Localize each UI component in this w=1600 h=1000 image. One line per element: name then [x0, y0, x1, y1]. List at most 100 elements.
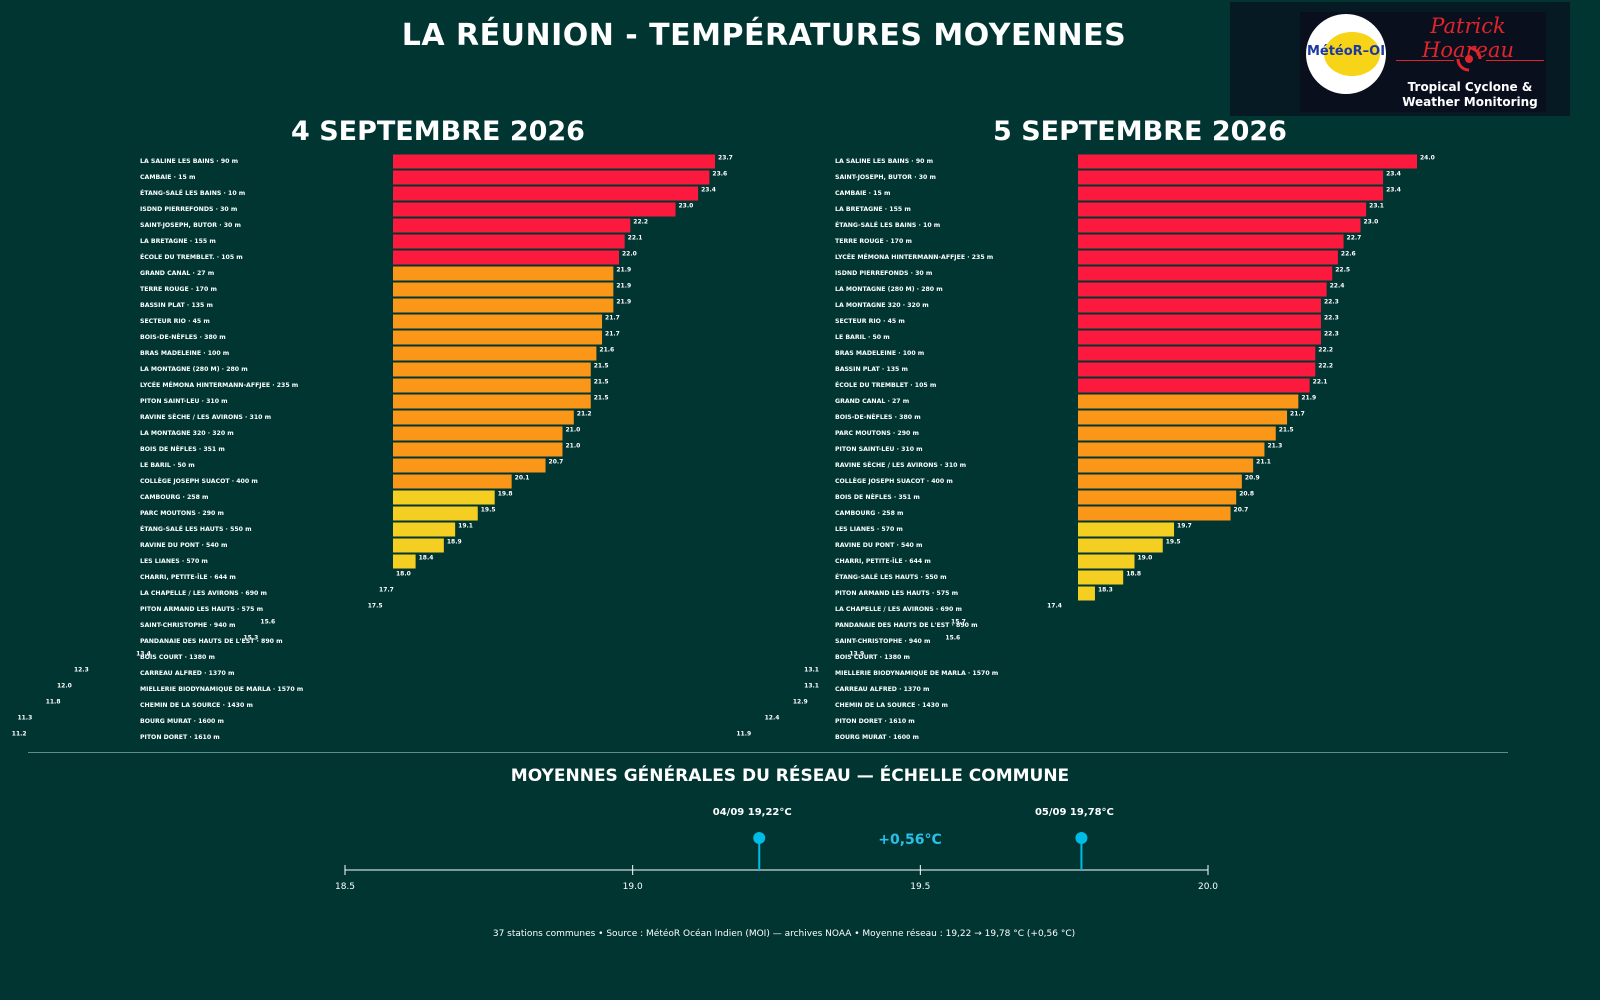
bar-value-label: 23.6 [712, 171, 727, 178]
bar-value-label: 21.9 [616, 267, 631, 274]
temperature-bar [1078, 522, 1175, 537]
bar-value-label: 22.4 [1330, 283, 1345, 290]
station-label: MIELLERIE BIODYNAMIQUE DE MARLA · 1570 m [835, 670, 998, 677]
bar-value-label: 18.3 [1098, 587, 1113, 594]
logo-tagline-1: Tropical Cyclone & [1407, 80, 1533, 94]
bar-value-label: 21.3 [1267, 443, 1282, 450]
station-label: PANDANAIE DES HAUTS DE L'EST · 890 m [140, 638, 283, 645]
bar-value-label: 22.1 [628, 235, 643, 242]
station-label: CAMBOURG · 258 m [140, 494, 209, 501]
temperature-bar [393, 282, 614, 297]
bar-value-label: 21.9 [616, 299, 631, 306]
bar-value-label: 18.8 [1126, 571, 1141, 578]
bar-value-label: 22.5 [1335, 267, 1350, 274]
bar-value-label: 19.7 [1177, 523, 1192, 530]
temperature-bar [393, 266, 614, 281]
bar-value-label: 21.7 [1290, 411, 1305, 418]
bar-value-label: 15.3 [243, 635, 258, 642]
station-label: CHARRI, PETITE-ÎLE · 644 m [140, 572, 236, 581]
temperature-bar [1078, 282, 1327, 297]
temperature-bar [1078, 554, 1135, 569]
temperature-bar [393, 250, 619, 265]
station-label: LYCÉE MÉMONA HINTERMANN-AFFJEE · 235 m [835, 252, 993, 261]
station-label: LA MONTAGNE 320 · 320 m [835, 302, 929, 309]
station-label: BRAS MADELEINE · 100 m [835, 350, 924, 357]
station-label: TERRE ROUGE · 170 m [835, 238, 912, 245]
bar-value-label: 11.2 [12, 731, 27, 738]
temperature-bar [393, 202, 676, 217]
bar-value-label: 21.0 [566, 427, 581, 434]
logo-circle-text: MétéoR–OI [1306, 44, 1386, 59]
bar-value-label: 11.9 [736, 731, 751, 738]
temperature-bar [1078, 426, 1276, 441]
temperature-bar [1078, 410, 1288, 425]
bar-value-label: 21.5 [1279, 427, 1294, 434]
bar-value-label: 19.8 [498, 491, 513, 498]
temperature-bar [1078, 330, 1321, 345]
station-label: ÉTANG-SALÉ LES HAUTS · 550 m [835, 572, 947, 581]
station-label: LA CHAPELLE / LES AVIRONS · 690 m [835, 606, 962, 613]
right-panel-title: 5 SEPTEMBRE 2026 [993, 116, 1287, 147]
bar-value-label: 22.2 [633, 219, 648, 226]
station-label: RAVINE SÈCHE / LES AVIRONS · 310 m [140, 412, 271, 421]
station-label: BOURG MURAT · 1600 m [140, 718, 224, 725]
station-label: CARREAU ALFRED · 1370 m [140, 670, 234, 677]
bar-value-label: 12.3 [74, 667, 89, 674]
station-label: BRAS MADELEINE · 100 m [140, 350, 229, 357]
temperature-bar [1078, 570, 1124, 585]
temperature-bar [393, 154, 716, 169]
station-label: ISDND PIERREFONDS · 30 m [140, 206, 237, 213]
bar-value-label: 11.8 [46, 699, 61, 706]
temperature-bar [1078, 458, 1254, 473]
station-label: CHEMIN DE LA SOURCE · 1430 m [835, 702, 948, 709]
station-label: COLLÈGE JOSEPH SUACOT · 400 m [140, 476, 258, 485]
station-label: ÉCOLE DU TREMBLET. · 105 m [140, 252, 243, 261]
station-label: LE BARIL · 50 m [835, 334, 890, 341]
bar-value-label: 18.0 [396, 571, 411, 578]
scale-tick-label: 20.0 [1198, 882, 1218, 892]
cyclone-icon [1456, 46, 1482, 72]
footer-note: 37 stations communes • Source : MétéoR O… [492, 929, 1076, 939]
temperature-bar [393, 378, 591, 393]
temperature-bar [393, 234, 625, 249]
bar-value-label: 13.9 [849, 651, 864, 658]
temperature-bar [393, 522, 456, 537]
bar-value-label: 21.5 [594, 395, 609, 402]
temperature-bar [1078, 538, 1163, 553]
temperature-bar [393, 186, 699, 201]
bar-value-label: 18.9 [447, 539, 462, 546]
bar-value-label: 22.2 [1318, 363, 1333, 370]
station-label: PITON SAINT-LEU · 310 m [140, 398, 228, 405]
bar-value-label: 20.7 [549, 459, 564, 466]
scale-tick-label: 19.5 [910, 882, 930, 892]
mean-marker-label: 04/09 19,22°C [713, 807, 792, 818]
station-label: BOIS-DE-NÈFLES · 380 m [835, 412, 921, 421]
bar-value-label: 19.5 [481, 507, 496, 514]
temperature-bar [1078, 202, 1367, 217]
bar-value-label: 18.4 [419, 555, 434, 562]
temperature-bar [393, 346, 597, 361]
station-label: SAINT-JOSEPH, BUTOR · 30 m [140, 222, 241, 229]
station-label: LA BRETAGNE · 155 m [140, 238, 216, 245]
bar-value-label: 11.3 [17, 715, 32, 722]
station-label: BASSIN PLAT · 135 m [835, 366, 908, 373]
bar-value-label: 23.1 [1369, 203, 1384, 210]
station-label: BOIS DE NÈFLES · 351 m [835, 492, 920, 501]
bar-value-label: 12.0 [57, 683, 72, 690]
bar-value-label: 15.6 [945, 635, 960, 642]
temperature-bar [1078, 266, 1333, 281]
temperature-bar [393, 426, 563, 441]
bar-value-label: 19.5 [1166, 539, 1181, 546]
station-label: CAMBAIE · 15 m [835, 190, 890, 197]
station-label: RAVINE DU PONT · 540 m [140, 542, 227, 549]
station-label: RAVINE SÈCHE / LES AVIRONS · 310 m [835, 460, 966, 469]
station-label: SECTEUR RIO · 45 m [835, 318, 905, 325]
mean-marker-dot [1075, 832, 1088, 844]
temperature-bar [393, 554, 416, 569]
temperature-bar [1078, 490, 1237, 505]
station-label: LES LIANES · 570 m [140, 558, 208, 565]
station-label: ÉTANG-SALÉ LES BAINS · 10 m [835, 220, 940, 229]
station-label: BOURG MURAT · 1600 m [835, 734, 919, 741]
temperature-bar [393, 506, 478, 521]
